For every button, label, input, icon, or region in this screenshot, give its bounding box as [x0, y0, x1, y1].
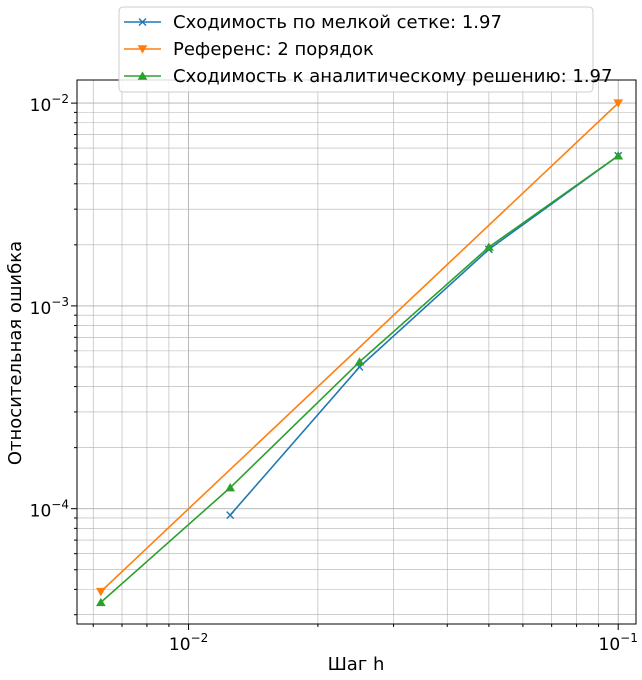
data-point — [95, 597, 106, 607]
y-tick-label: 10−2 — [30, 92, 69, 116]
legend: Сходимость по мелкой сетке: 1.97 Референс… — [118, 6, 612, 93]
marker-stroke — [138, 18, 147, 26]
legend-label: Референс: 2 порядок — [173, 39, 374, 60]
data-point — [484, 242, 494, 251]
x-axis-label: Шаг h — [328, 654, 385, 675]
legend-entry: Сходимость к аналитическому решению: 1.9… — [124, 66, 612, 87]
legend-frame — [118, 6, 594, 93]
data-point — [226, 511, 235, 520]
legend-marker — [137, 45, 148, 54]
series-line — [229, 155, 619, 516]
y-tick-label: 10−3 — [30, 295, 69, 319]
grid — [77, 80, 636, 624]
y-tick-label: 10−4 — [30, 498, 69, 522]
series-line — [100, 102, 619, 593]
legend-label: Сходимость по мелкой сетке: 1.97 — [173, 12, 502, 33]
series-3 — [95, 151, 624, 607]
x-tick-label: 10−1 — [599, 631, 638, 655]
series-2 — [95, 99, 624, 597]
marker-stroke — [226, 511, 235, 520]
x-tick-label: 10−2 — [169, 631, 208, 655]
axis-ticks: 10−2 10−1 10−4 10−3 10−2 — [30, 92, 638, 655]
data-point — [354, 357, 365, 366]
legend-entry: Сходимость по мелкой сетке: 1.97 — [124, 12, 502, 33]
legend-label: Сходимость к аналитическому решению: 1.9… — [173, 66, 612, 87]
data-point — [225, 483, 236, 492]
legend-marker — [138, 18, 147, 26]
legend-marker — [137, 71, 148, 80]
y-axis-label: Относительная ошибка — [5, 241, 26, 465]
data-point — [613, 151, 624, 160]
data-point — [613, 99, 624, 108]
data-series — [95, 99, 624, 607]
data-point — [95, 587, 106, 597]
legend-entry: Референс: 2 порядок — [124, 39, 374, 60]
